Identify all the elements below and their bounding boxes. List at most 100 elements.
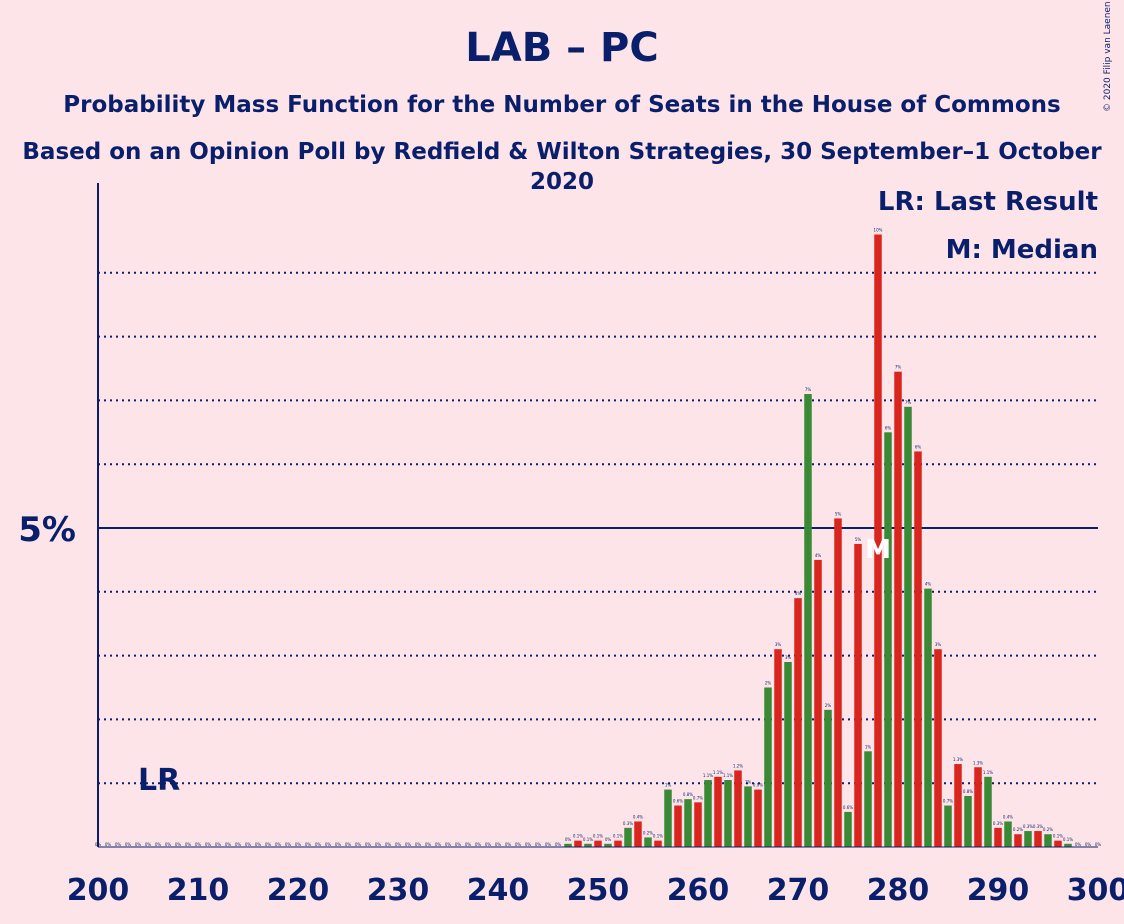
bar-value-label: 2% [825,703,832,708]
bar-value-label: 7% [905,400,912,405]
bar-seat-279 [884,432,892,847]
bar-seat-260 [694,802,702,847]
bar-seat-257 [664,789,672,847]
bar-value-label: 0.1% [593,834,603,839]
bar-seat-293 [1024,831,1032,847]
bar-value-label: 0.7% [693,795,703,800]
bar-value-label: 5% [855,537,862,542]
bar-value-label: 7% [895,365,902,370]
zero-label: 0% [545,842,552,847]
bar-seat-286 [954,764,962,847]
bar-value-label: 0.1% [1063,837,1073,842]
bar-seat-284 [934,649,942,847]
zero-label: 0% [255,842,262,847]
bar-value-label: 3% [775,642,782,647]
bar-value-label: 1.1% [983,770,993,775]
bar-seat-287 [964,795,972,847]
bar-value-label: 0.8% [963,789,973,794]
bar-seat-295 [1044,834,1052,847]
bar-value-label: 0.1% [653,834,663,839]
x-tick-label: 260 [667,873,730,908]
bar-seat-292 [1014,834,1022,847]
zero-label: 0% [425,842,432,847]
bar-seat-255 [644,837,652,847]
bar-value-label: 2% [765,681,772,686]
zero-label: 0% [315,842,322,847]
zero-label: 0% [155,842,162,847]
zero-label: 0% [245,842,252,847]
bar-seat-275 [844,811,852,847]
bar-seat-281 [904,406,912,847]
bar-seat-272 [814,559,822,847]
bar-seat-248 [574,840,582,847]
bar-seat-251 [604,843,612,847]
zero-label: 0% [385,842,392,847]
bar-seat-278 [874,234,882,847]
y-tick-label: 5% [18,510,76,550]
bar-value-label: 0.1% [573,834,583,839]
x-tick-label: 270 [767,873,830,908]
bar-value-label: 5% [835,511,842,516]
legend-item: LR: Last Result [878,187,1098,217]
bar-value-label: 0.4% [1003,814,1013,819]
median-marker: M [865,535,891,565]
zero-label: 0% [175,842,182,847]
bar-value-label: 0.9% [753,783,763,788]
bar-seat-277 [864,751,872,847]
bar-value-label: 0.2% [1043,827,1053,832]
bar-seat-259 [684,799,692,847]
bar-value-label: 6% [915,444,922,449]
bar-seat-296 [1054,840,1062,847]
zero-label: 0% [415,842,422,847]
zero-label: 0% [265,842,272,847]
x-tick-label: 240 [467,873,530,908]
zero-label: 0% [305,842,312,847]
bar-seat-283 [924,588,932,847]
bar-seat-271 [804,394,812,847]
bar-value-label: 1.3% [973,760,983,765]
zero-label: 0% [465,842,472,847]
bar-value-label: 0.3% [623,821,633,826]
bar-seat-294 [1034,831,1042,847]
bar-value-label: 3% [785,655,792,660]
zero-label: 0% [1085,842,1092,847]
bar-seat-270 [794,598,802,847]
bar-seat-269 [784,661,792,847]
bar-value-label: 0.1% [613,834,623,839]
zero-label: 0% [285,842,292,847]
last-result-label: LR [138,763,180,798]
zero-label: 0% [95,842,102,847]
bar-value-label: 6% [885,425,892,430]
zero-label: 0% [145,842,152,847]
zero-label: 0% [555,842,562,847]
x-tick-label: 300 [1067,873,1124,908]
legend-item: M: Median [946,235,1098,265]
bar-seat-267 [764,687,772,847]
chart-source-subtitle: Based on an Opinion Poll by Redfield & W… [22,139,1102,195]
chart-subtitle: Probability Mass Function for the Number… [63,92,1061,118]
bar-value-label: 0.7% [943,799,953,804]
bar-seat-266 [754,789,762,847]
zero-label: 0% [275,842,282,847]
bar-value-label: 1.3% [953,757,963,762]
bar-seat-258 [674,805,682,847]
bar-value-label: 0.1% [583,837,593,842]
x-tick-label: 200 [67,873,130,908]
zero-label: 0% [225,842,232,847]
x-tick-label: 230 [367,873,430,908]
bar-value-label: 4% [815,553,822,558]
zero-label: 0% [355,842,362,847]
zero-label: 0% [325,842,332,847]
zero-label: 0% [1075,842,1082,847]
x-tick-label: 250 [567,873,630,908]
zero-label: 0% [105,842,112,847]
zero-label: 0% [505,842,512,847]
zero-label: 0% [365,842,372,847]
bar-value-label: 0.1% [1053,834,1063,839]
bar-seat-273 [824,709,832,847]
zero-label: 0% [375,842,382,847]
bar-seat-256 [654,840,662,847]
bar-seat-268 [774,649,782,847]
bar-value-label: 1.1% [713,770,723,775]
